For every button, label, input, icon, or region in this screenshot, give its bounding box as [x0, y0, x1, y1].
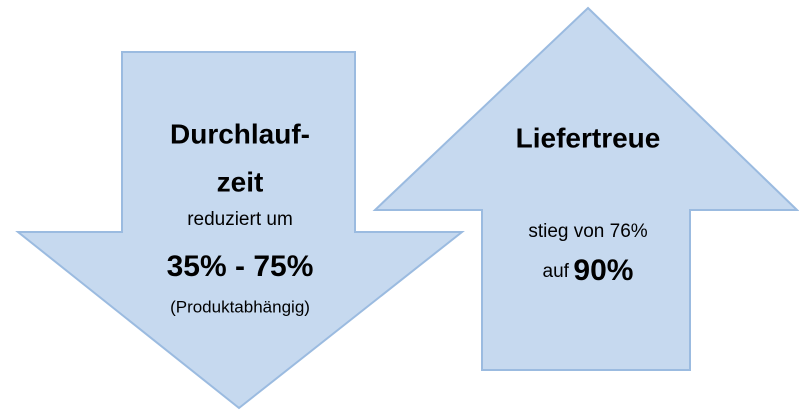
right-text: stieg von 76%	[528, 221, 647, 242]
left-title-line1: Durchlauf-	[170, 118, 310, 149]
left-note: (Produktabhängig)	[170, 297, 310, 316]
right-highlight: 90%	[573, 254, 633, 287]
left-text: reduziert um	[187, 209, 293, 230]
up-arrow	[372, 6, 799, 371]
down-arrow	[15, 51, 465, 410]
left-highlight: 35% - 75%	[167, 250, 314, 283]
right-result: auf 90%	[543, 254, 634, 287]
left-title-line2: zeit	[217, 166, 264, 197]
right-title: Liefertreue	[516, 122, 661, 153]
right-prefix: auf	[543, 261, 570, 282]
